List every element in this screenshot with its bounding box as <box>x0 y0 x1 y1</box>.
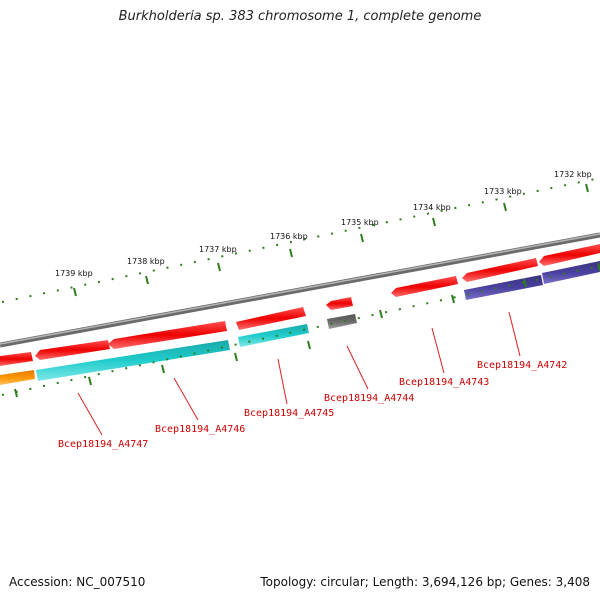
leader-line <box>431 327 445 374</box>
major-tick <box>145 275 149 285</box>
gene-arrow[interactable] <box>327 314 357 329</box>
major-tick <box>161 364 165 374</box>
major-tick <box>451 294 455 304</box>
map-title: Burkholderia sp. 383 chromosome 1, compl… <box>118 9 482 24</box>
scale-label: 1736 kbp <box>270 232 308 241</box>
scale-label: 1737 kbp <box>199 245 237 254</box>
gene-label[interactable]: Bcep18194_A4743 <box>399 377 489 388</box>
accession-text: Accession: NC_007510 <box>9 575 146 589</box>
major-tick <box>523 278 527 288</box>
gene-label[interactable]: Bcep18194_A4744 <box>324 393 414 404</box>
scale-label: 1735 kbp <box>341 218 379 227</box>
gene-arrow[interactable] <box>539 244 600 266</box>
scale-label: 1739 kbp <box>55 269 93 278</box>
scale-labels: 1732 kbp 1733 kbp 1734 kbp 1735 kbp 1736… <box>55 170 592 278</box>
major-tick <box>88 376 92 386</box>
scale-label: 1734 kbp <box>413 203 451 212</box>
gene-arrow[interactable] <box>391 276 458 297</box>
reverse-strand <box>0 261 600 385</box>
gene-label[interactable]: Bcep18194_A4746 <box>155 424 245 435</box>
outer-tick-ring <box>1 177 600 303</box>
leader-line <box>77 392 103 436</box>
gene-arrow[interactable] <box>0 370 35 385</box>
gene-arrow[interactable] <box>464 275 543 300</box>
leader-line <box>508 311 521 357</box>
scale-label: 1738 kbp <box>127 257 165 266</box>
gene-arrow[interactable] <box>542 261 600 284</box>
gene-label[interactable]: Bcep18194_A4742 <box>477 360 567 371</box>
inner-tick-ring <box>1 262 600 398</box>
major-tick <box>360 233 364 243</box>
major-tick <box>379 309 383 319</box>
backbone <box>0 232 600 348</box>
major-tick <box>73 287 77 297</box>
forward-strand <box>0 244 600 366</box>
leader-line <box>173 377 199 421</box>
scale-label: 1732 kbp <box>554 170 592 179</box>
gene-arrow[interactable] <box>35 340 110 360</box>
gene-arrow[interactable] <box>36 340 230 381</box>
gene-arrow[interactable] <box>462 258 538 282</box>
gene-labels: Bcep18194_A4742 Bcep18194_A4743 Bcep1819… <box>58 360 567 450</box>
major-tick <box>234 352 238 362</box>
major-tick <box>432 217 436 227</box>
scale-label: 1733 kbp <box>484 187 522 196</box>
gene-arrow[interactable] <box>0 352 33 366</box>
genome-summary-text: Topology: circular; Length: 3,694,126 bp… <box>260 575 590 589</box>
leader-lines <box>77 311 521 436</box>
leader-line <box>346 345 369 390</box>
major-tick <box>289 248 293 258</box>
leader-line <box>277 358 288 405</box>
major-tick <box>217 262 221 272</box>
gene-label[interactable]: Bcep18194_A4745 <box>244 408 334 419</box>
major-tick <box>585 183 589 193</box>
gene-arrow[interactable] <box>236 307 306 330</box>
major-tick <box>14 388 18 398</box>
major-tick <box>503 202 507 212</box>
gene-arrow[interactable] <box>326 297 353 310</box>
major-tick <box>307 340 311 350</box>
gene-arrow[interactable] <box>108 321 227 349</box>
gene-label[interactable]: Bcep18194_A4747 <box>58 439 148 450</box>
gene-arrow[interactable] <box>238 324 309 347</box>
